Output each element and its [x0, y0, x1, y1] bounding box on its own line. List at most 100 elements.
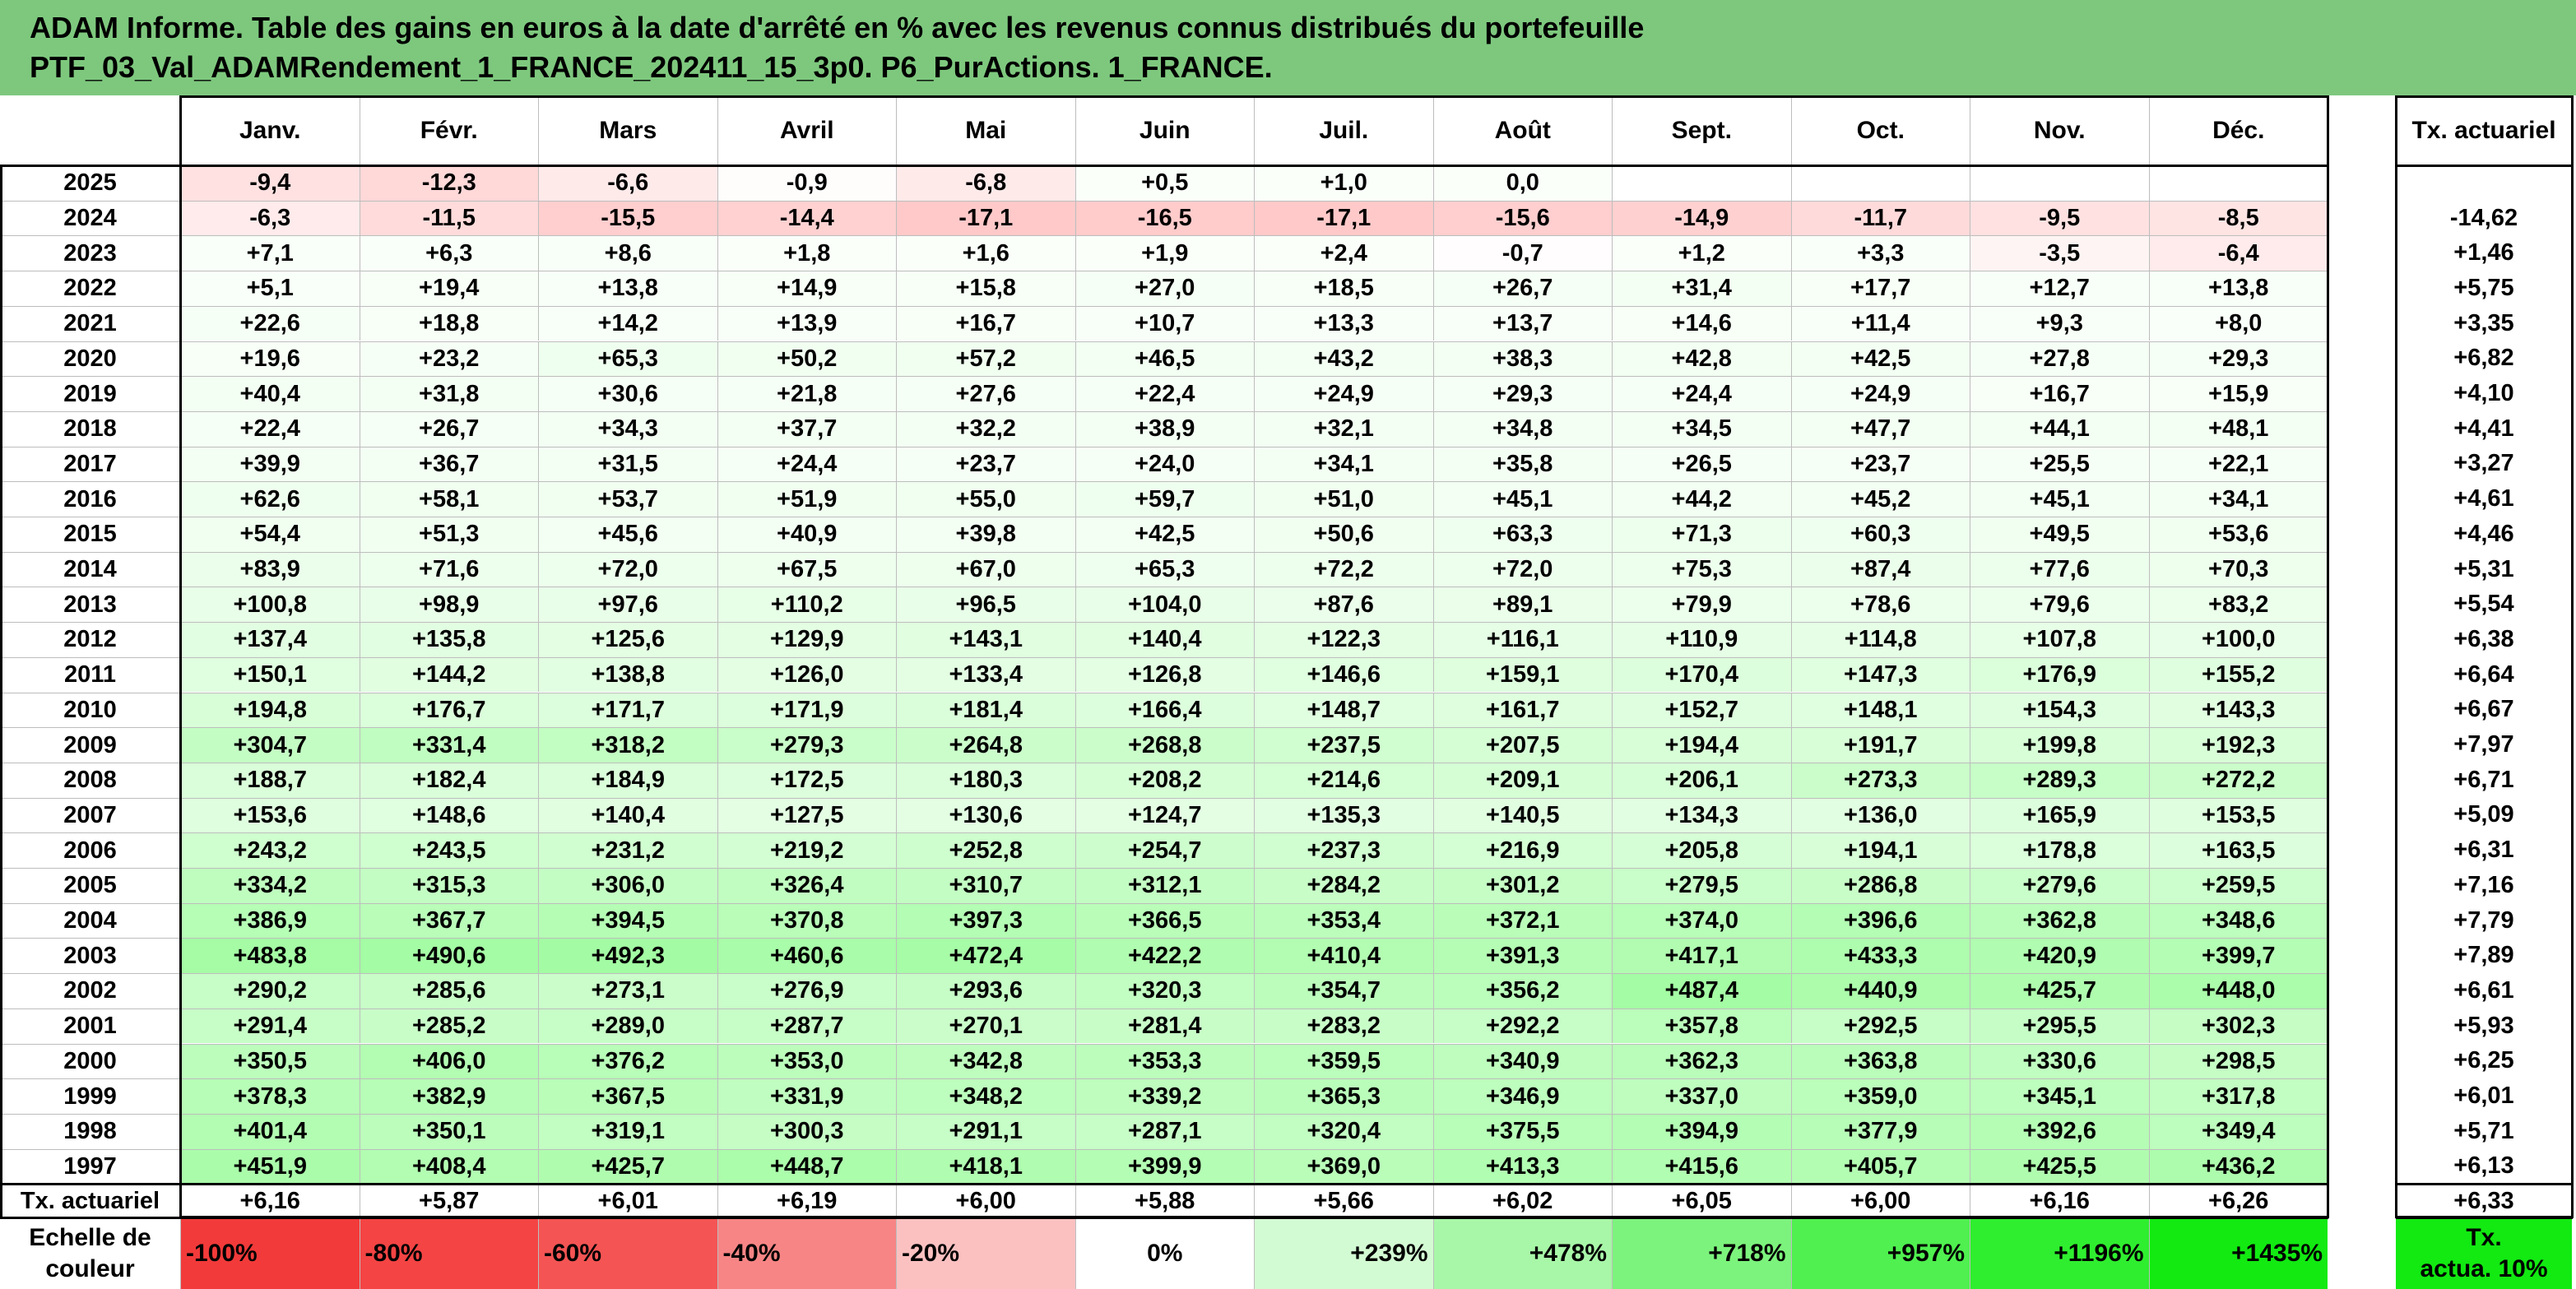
- table-cell: [1790, 165, 1970, 201]
- table-cell: +40,9: [717, 517, 896, 552]
- table-cell: +83,9: [180, 551, 360, 587]
- rate-cell: +6,64: [2453, 661, 2514, 688]
- month-header: Nov.: [1970, 95, 2149, 165]
- year-label: 1998: [0, 1113, 180, 1149]
- rate-cell: +6,67: [2453, 696, 2514, 723]
- year-label: 2017: [0, 446, 180, 482]
- table-cell: +1,0: [1254, 165, 1433, 201]
- table-cell: +24,9: [1254, 376, 1433, 411]
- table-cell: +180,3: [896, 762, 1075, 798]
- table-cell: -6,8: [896, 165, 1075, 201]
- table-cell: +268,8: [1074, 727, 1254, 763]
- table-cell: +270,1: [896, 1008, 1075, 1044]
- table-cell: +23,2: [359, 341, 538, 377]
- legend-swatch: -20%: [896, 1218, 1075, 1289]
- table-cell: +363,8: [1790, 1043, 1970, 1079]
- table-cell: +290,2: [180, 973, 360, 1008]
- table-cell: +89,1: [1432, 587, 1612, 623]
- table-cell: +289,3: [1970, 762, 2149, 798]
- legend-swatch: +1435%: [2148, 1218, 2328, 1289]
- table-cell: +34,1: [2148, 481, 2328, 517]
- table-cell: +34,8: [1432, 410, 1612, 447]
- table-cell: +47,7: [1790, 410, 1970, 447]
- legend-label-line: couleur: [45, 1255, 135, 1282]
- month-header: Juin: [1074, 95, 1255, 165]
- table-cell: +35,8: [1432, 446, 1612, 482]
- table-cell: +79,9: [1612, 587, 1791, 623]
- table-cell: +148,1: [1790, 692, 1970, 728]
- rate-cell: +4,41: [2453, 415, 2514, 442]
- footer-cell: +6,05: [1612, 1184, 1791, 1218]
- table-cell: +122,3: [1254, 622, 1433, 657]
- table-cell: +483,8: [180, 938, 360, 974]
- table-cell: +42,5: [1790, 341, 1970, 377]
- table-cell: +34,5: [1612, 410, 1791, 447]
- table-cell: +243,2: [180, 832, 360, 868]
- year-label: 1997: [0, 1148, 180, 1185]
- table-cell: +31,5: [538, 446, 717, 482]
- table-cell: +13,8: [538, 271, 717, 306]
- table-cell: +286,8: [1790, 868, 1970, 903]
- table-cell: +14,6: [1612, 305, 1791, 341]
- table-cell: +331,4: [359, 727, 538, 763]
- table-cell: +50,2: [717, 341, 896, 377]
- rate-cell: +5,93: [2453, 1012, 2514, 1039]
- table-cell: +140,4: [1074, 622, 1254, 657]
- table-cell: +146,6: [1254, 656, 1433, 693]
- table-cell: +65,3: [1074, 551, 1254, 587]
- year-label: 2011: [0, 656, 180, 693]
- table-cell: +370,8: [717, 902, 896, 939]
- footer-cell: +6,00: [896, 1184, 1075, 1218]
- table-cell: +451,9: [180, 1148, 360, 1185]
- table-cell: +75,3: [1612, 551, 1791, 587]
- table-cell: +340,9: [1432, 1043, 1612, 1079]
- month-header: Mai: [896, 95, 1075, 165]
- table-cell: +31,4: [1612, 271, 1791, 306]
- table-cell: +359,5: [1254, 1043, 1433, 1079]
- year-label: 2024: [0, 200, 180, 236]
- table-cell: +302,3: [2148, 1008, 2328, 1044]
- table-cell: +375,5: [1432, 1113, 1612, 1149]
- table-cell: +22,4: [1074, 376, 1254, 411]
- year-label: 2021: [0, 305, 180, 341]
- table-cell: +104,0: [1074, 587, 1254, 623]
- table-cell: +386,9: [180, 902, 360, 939]
- table-cell: +19,6: [180, 341, 360, 377]
- rate-cell: +1,46: [2453, 239, 2514, 267]
- table-cell: +1,2: [1612, 235, 1791, 271]
- table-cell: +237,3: [1254, 832, 1433, 868]
- table-cell: +31,8: [359, 376, 538, 411]
- table-cell: +337,0: [1612, 1078, 1791, 1114]
- table-cell: +216,9: [1432, 832, 1612, 868]
- table-cell: +353,0: [717, 1043, 896, 1079]
- table-cell: +273,3: [1790, 762, 1970, 798]
- table-cell: +50,6: [1254, 517, 1433, 552]
- rate-cell: +5,31: [2453, 555, 2514, 582]
- table-cell: -0,9: [717, 165, 896, 201]
- table-cell: +413,3: [1432, 1148, 1612, 1185]
- table-cell: +279,3: [717, 727, 896, 763]
- table-cell: -11,7: [1790, 200, 1970, 236]
- table-cell: +43,2: [1254, 341, 1433, 377]
- table-cell: +44,1: [1970, 410, 2149, 447]
- table-cell: -0,7: [1432, 235, 1612, 271]
- table-cell: +281,4: [1074, 1008, 1254, 1044]
- table-cell: +100,0: [2148, 622, 2328, 657]
- table-cell: +14,2: [538, 305, 717, 341]
- report-title-line-1: ADAM Informe. Table des gains en euros à…: [30, 11, 1645, 44]
- rate-cell: +7,89: [2453, 942, 2514, 969]
- table-cell: +487,4: [1612, 973, 1791, 1008]
- table-cell: +97,6: [538, 587, 717, 623]
- rate-cell: +6,01: [2453, 1083, 2514, 1110]
- table-cell: +306,0: [538, 868, 717, 903]
- table-cell: +79,6: [1970, 587, 2149, 623]
- table-cell: +460,6: [717, 938, 896, 974]
- table-cell: +365,3: [1254, 1078, 1433, 1114]
- table-cell: +13,3: [1254, 305, 1433, 341]
- table-cell: +18,5: [1254, 271, 1433, 306]
- table-cell: +57,2: [896, 341, 1075, 377]
- table-cell: +143,3: [2148, 692, 2328, 728]
- month-header: Oct.: [1790, 95, 1970, 165]
- table-cell: +176,9: [1970, 656, 2149, 693]
- table-cell: +6,3: [359, 235, 538, 271]
